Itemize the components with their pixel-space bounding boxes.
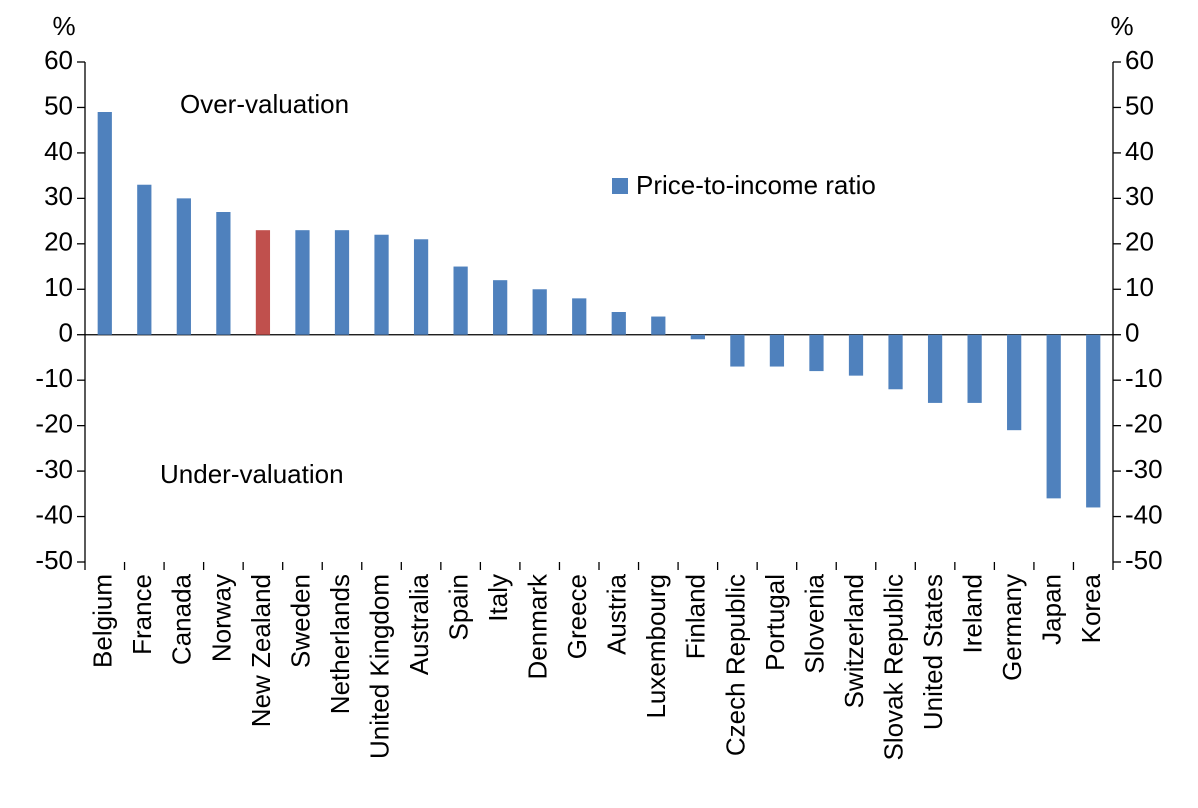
x-tick-label: Austria — [602, 573, 632, 654]
y2-tick-label: 10 — [1125, 272, 1154, 302]
x-tick-label: Spain — [443, 574, 473, 641]
x-tick-label: Belgium — [88, 574, 118, 668]
bar — [611, 312, 626, 335]
bar — [769, 334, 785, 367]
x-tick-label: Germany — [997, 574, 1027, 681]
bar — [651, 316, 666, 335]
x-tick-label: Czech Republic — [720, 574, 750, 756]
y2-tick-label: -30 — [1125, 454, 1163, 484]
x-tick-label: Denmark — [523, 573, 553, 679]
bar — [334, 230, 350, 335]
y-axis-label: % — [52, 11, 75, 41]
y-tick-label: -30 — [35, 454, 73, 484]
x-tick-label: New Zealand — [246, 574, 276, 727]
bar — [255, 230, 271, 335]
y2-tick-label: 50 — [1125, 90, 1154, 120]
y-tick-label: -20 — [35, 409, 73, 439]
bar — [809, 334, 824, 372]
bar — [730, 334, 745, 367]
y2-tick-label: 60 — [1125, 45, 1154, 75]
bar — [967, 334, 982, 403]
y-tick-label: 30 — [44, 181, 73, 211]
x-tick-label: Greece — [562, 574, 592, 659]
x-tick-label: Australia — [404, 573, 434, 675]
bar — [493, 280, 508, 335]
x-tick-label: Portugal — [760, 574, 790, 671]
x-tick-label: Slovak Republic — [878, 574, 908, 760]
y2-tick-label: -20 — [1125, 409, 1163, 439]
y-tick-label: 20 — [44, 227, 73, 257]
bar — [374, 234, 389, 335]
bar — [97, 112, 112, 335]
bar — [572, 298, 587, 335]
bar — [413, 239, 429, 335]
y-tick-label: -40 — [35, 499, 73, 529]
x-tick-label: Slovenia — [799, 573, 829, 673]
annotation: Over-valuation — [180, 89, 349, 119]
x-tick-label: Luxembourg — [641, 574, 671, 719]
x-tick-label: United States — [918, 574, 948, 730]
bar — [453, 266, 468, 335]
bar — [888, 334, 903, 390]
x-tick-label: Norway — [206, 574, 236, 662]
bar — [1007, 334, 1022, 431]
y-tick-label: 0 — [59, 318, 73, 348]
x-tick-label: Switzerland — [839, 574, 869, 708]
y2-tick-label: 30 — [1125, 181, 1154, 211]
bar — [532, 289, 547, 335]
y2-tick-label: 0 — [1125, 318, 1139, 348]
y-tick-label: 60 — [44, 45, 73, 75]
legend-label: Price-to-income ratio — [636, 170, 876, 200]
y2-tick-label: -10 — [1125, 363, 1163, 393]
y2-tick-label: -50 — [1125, 545, 1163, 575]
annotation: Under-valuation — [160, 459, 344, 489]
x-tick-label: Finland — [681, 574, 711, 659]
y-tick-label: 10 — [44, 272, 73, 302]
y-tick-label: 50 — [44, 90, 73, 120]
bar — [176, 198, 191, 335]
x-tick-label: Netherlands — [325, 574, 355, 714]
bar — [690, 334, 705, 340]
x-tick-label: Canada — [167, 573, 197, 665]
y-tick-label: -10 — [35, 363, 73, 393]
bar — [295, 230, 310, 335]
y2-tick-label: 20 — [1125, 227, 1154, 257]
y-tick-label: 40 — [44, 136, 73, 166]
x-tick-label: Japan — [1037, 574, 1067, 645]
x-tick-label: Italy — [483, 574, 513, 622]
bar — [927, 334, 943, 403]
x-tick-label: France — [127, 574, 157, 655]
x-tick-label: Sweden — [285, 574, 315, 668]
x-tick-label: Korea — [1076, 573, 1106, 643]
y2-axis-label: % — [1110, 11, 1133, 41]
bar — [1046, 334, 1061, 499]
bar — [137, 184, 152, 335]
y2-tick-label: -40 — [1125, 499, 1163, 529]
x-tick-label: United Kingdom — [364, 574, 394, 759]
bar — [848, 334, 864, 376]
x-tick-label: Ireland — [957, 574, 987, 654]
bar — [216, 212, 231, 335]
legend-swatch — [612, 178, 628, 194]
bar — [1086, 334, 1101, 508]
y-tick-label: -50 — [35, 545, 73, 575]
y2-tick-label: 40 — [1125, 136, 1154, 166]
